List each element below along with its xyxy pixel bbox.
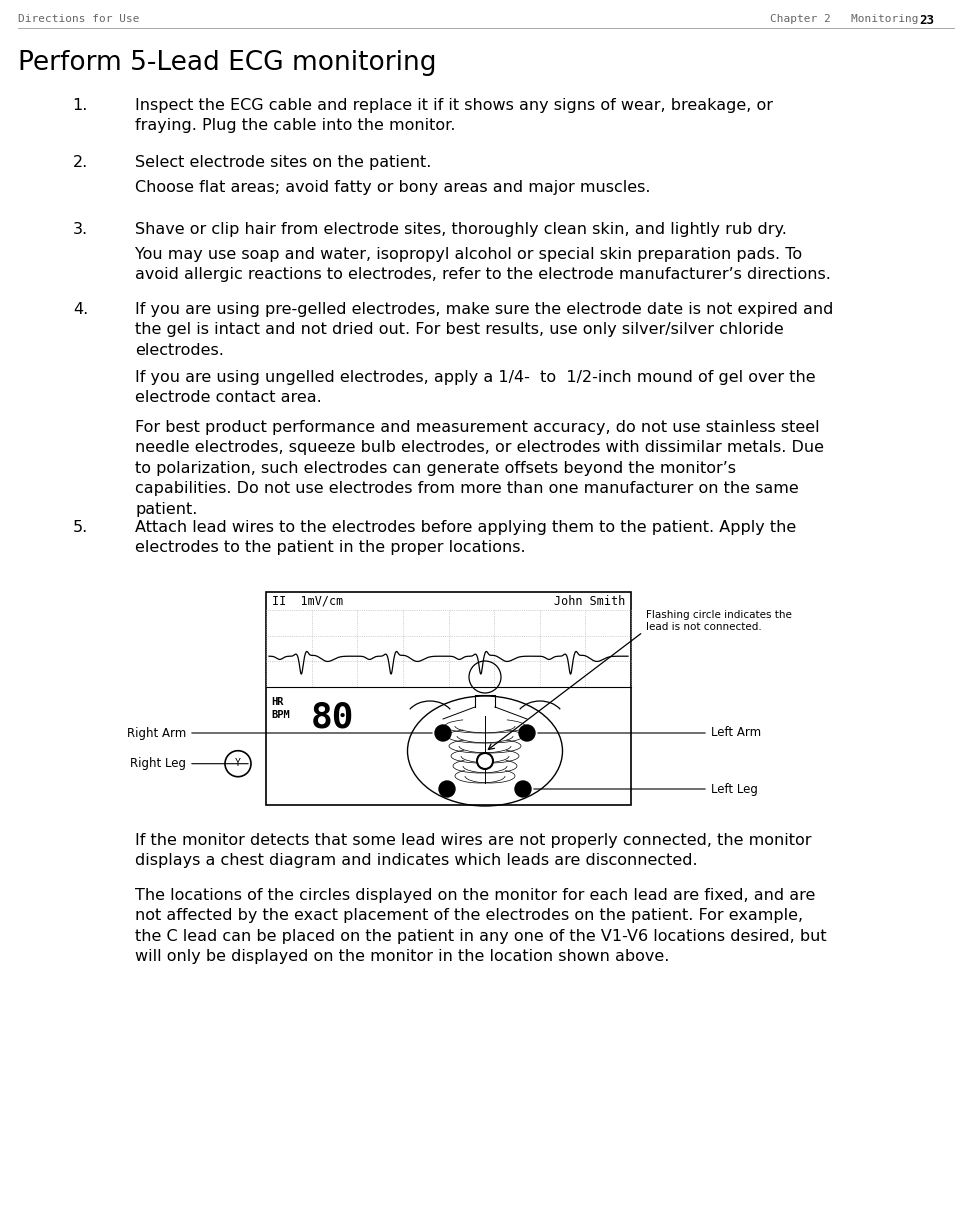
- Text: 3.: 3.: [73, 222, 88, 237]
- Text: Left Arm: Left Arm: [711, 727, 761, 740]
- Text: 5.: 5.: [73, 520, 88, 535]
- Text: Right Arm: Right Arm: [126, 727, 186, 740]
- Text: II  1mV/cm: II 1mV/cm: [272, 595, 343, 608]
- Circle shape: [435, 725, 451, 741]
- Text: John Smith: John Smith: [554, 595, 625, 608]
- Text: Left Leg: Left Leg: [711, 782, 758, 796]
- Circle shape: [515, 781, 531, 797]
- Text: Y: Y: [235, 758, 241, 768]
- Bar: [266, 592, 631, 806]
- Text: Chapter 2   Monitoring: Chapter 2 Monitoring: [770, 15, 918, 24]
- Text: Inspect the ECG cable and replace it if it shows any signs of wear, breakage, or: Inspect the ECG cable and replace it if …: [135, 98, 773, 134]
- Text: For best product performance and measurement accuracy, do not use stainless stee: For best product performance and measure…: [135, 420, 824, 516]
- Circle shape: [477, 753, 493, 769]
- Text: 23: 23: [919, 15, 934, 27]
- Text: You may use soap and water, isopropyl alcohol or special skin preparation pads. : You may use soap and water, isopropyl al…: [135, 247, 831, 282]
- Text: Shave or clip hair from electrode sites, thoroughly clean skin, and lightly rub : Shave or clip hair from electrode sites,…: [135, 222, 787, 237]
- Text: Perform 5-Lead ECG monitoring: Perform 5-Lead ECG monitoring: [18, 50, 436, 77]
- Circle shape: [519, 725, 535, 741]
- Text: If you are using ungelled electrodes, apply a 1/4-  to  1/2-inch mound of gel ov: If you are using ungelled electrodes, ap…: [135, 371, 816, 406]
- Text: Right Leg: Right Leg: [130, 757, 186, 770]
- Circle shape: [439, 781, 455, 797]
- Text: The locations of the circles displayed on the monitor for each lead are fixed, a: The locations of the circles displayed o…: [135, 888, 826, 965]
- Text: 4.: 4.: [73, 303, 88, 317]
- Text: Choose flat areas; avoid fatty or bony areas and major muscles.: Choose flat areas; avoid fatty or bony a…: [135, 180, 650, 194]
- Text: Flashing circle indicates the
lead is not connected.: Flashing circle indicates the lead is no…: [646, 610, 792, 632]
- Text: If the monitor detects that some lead wires are not properly connected, the moni: If the monitor detects that some lead wi…: [135, 833, 812, 869]
- Text: Select electrode sites on the patient.: Select electrode sites on the patient.: [135, 156, 432, 170]
- Text: HR: HR: [271, 697, 284, 707]
- Text: Attach lead wires to the electrodes before applying them to the patient. Apply t: Attach lead wires to the electrodes befo…: [135, 520, 796, 555]
- Text: BPM: BPM: [271, 710, 290, 720]
- Text: 80: 80: [311, 701, 355, 735]
- Text: If you are using pre-gelled electrodes, make sure the electrode date is not expi: If you are using pre-gelled electrodes, …: [135, 303, 833, 357]
- Text: 2.: 2.: [73, 156, 88, 170]
- Text: Directions for Use: Directions for Use: [18, 15, 140, 24]
- Text: 1.: 1.: [73, 98, 88, 113]
